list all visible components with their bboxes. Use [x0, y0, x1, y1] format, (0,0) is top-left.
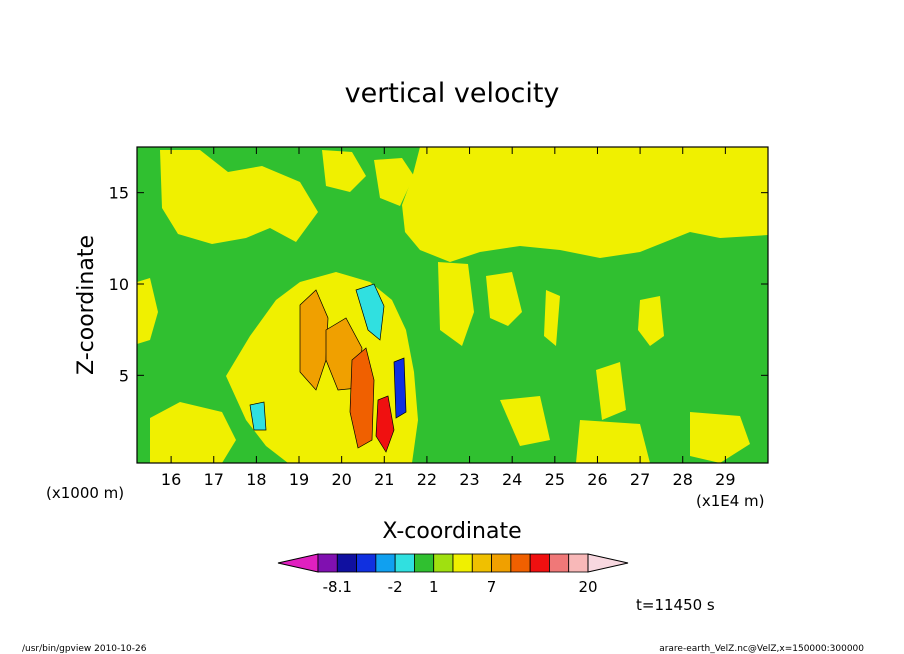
colorbar-arrow-low [277, 553, 319, 573]
colorbar-arrow-high [587, 553, 629, 573]
footer-right: arare-earth_VelZ.nc@VelZ,x=150000:300000 [659, 644, 864, 654]
upper-left-yellow [160, 150, 318, 244]
upper-mid-yellow [322, 150, 366, 192]
right-yellow-1 [438, 262, 474, 346]
colorbar-segment [471, 553, 492, 573]
y-tick-label: 10 [109, 275, 129, 294]
upper-center-yellow [374, 158, 414, 206]
y-axis-label: Z-coordinate [74, 235, 99, 375]
x-tick-label: 19 [289, 470, 309, 489]
right-yellow-4 [638, 296, 664, 346]
left-lower-yellow [150, 402, 236, 463]
x-tick-label: 28 [673, 470, 693, 489]
lower-mid-yellow [500, 396, 550, 446]
colorbar-segment [394, 553, 415, 573]
x-tick-label: 26 [587, 470, 607, 489]
x-ticks: 16 17 18 19 20 21 22 23 24 25 26 27 28 29 [161, 147, 736, 489]
x-axis-label: X-coordinate [382, 519, 521, 544]
time-label: t=11450 s [636, 596, 715, 614]
right-yellow-6 [576, 420, 650, 463]
colorbar-label: 20 [578, 578, 597, 596]
x-unit-left: (x1000 m) [46, 484, 124, 502]
plot-frame [136, 146, 769, 464]
x-tick-label: 29 [715, 470, 735, 489]
left-edge-yellow [137, 278, 158, 344]
right-yellow-2 [486, 272, 522, 326]
y-tick-label: 5 [119, 366, 129, 385]
colorbar-segment [510, 553, 531, 573]
x-tick-label: 16 [161, 470, 181, 489]
blue-core [393, 357, 407, 419]
colorbar-segment [529, 553, 550, 573]
colorbar-segment [414, 553, 435, 573]
x-tick-label: 27 [630, 470, 650, 489]
colorbar-segment [568, 553, 589, 573]
colorbar-segment [375, 553, 396, 573]
cyan-region-1 [355, 283, 385, 341]
core-regions [249, 283, 407, 453]
right-yellow-5 [596, 362, 626, 420]
x-tick-label: 23 [459, 470, 479, 489]
colorbar-segment [336, 553, 357, 573]
x-tick-label: 24 [502, 470, 522, 489]
colorbar-segment [317, 553, 338, 573]
x-tick-label: 17 [204, 470, 224, 489]
colorbar-segment [491, 553, 512, 573]
colorbar-label: -8.1 [323, 578, 352, 596]
colorbar-label: 7 [487, 578, 497, 596]
upper-right-mid-yellow [630, 150, 720, 180]
x-tick-label: 20 [331, 470, 351, 489]
red-core [375, 395, 395, 453]
x-tick-label: 22 [417, 470, 437, 489]
colorbar-segment [433, 553, 454, 573]
right-yellow-3 [544, 290, 560, 346]
colorbar-segment [549, 553, 570, 573]
cyan-region-2 [249, 401, 267, 431]
colorbar-label: 1 [429, 578, 439, 596]
colorbar-segment [452, 553, 473, 573]
right-yellow-7 [690, 412, 750, 463]
colorbar-segment [356, 553, 377, 573]
x-tick-label: 18 [246, 470, 266, 489]
chart-title: vertical velocity [345, 78, 560, 109]
colorbar-labels: -8.1 -2 1 7 20 [323, 578, 598, 596]
colorbar-label: -2 [388, 578, 403, 596]
x-tick-label: 25 [545, 470, 565, 489]
y-ticks: 5 10 15 [109, 184, 768, 385]
orange-core-3 [349, 347, 375, 449]
colorbar [277, 553, 629, 573]
contour-field [137, 147, 768, 463]
footer-left: /usr/bin/gpview 2010-10-26 [22, 644, 147, 654]
x-unit-right: (x1E4 m) [696, 492, 765, 510]
x-tick-label: 21 [374, 470, 394, 489]
y-tick-label: 15 [109, 184, 129, 203]
